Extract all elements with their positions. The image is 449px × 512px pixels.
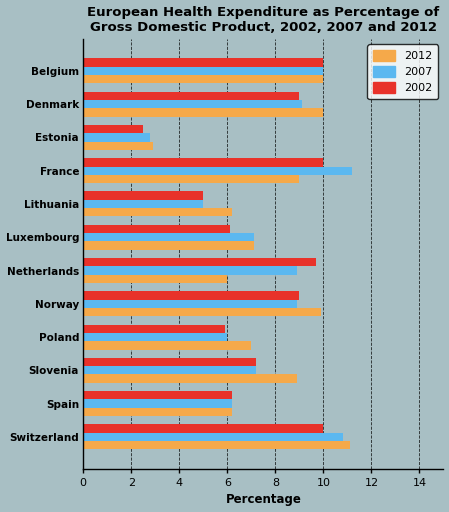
Bar bbox=[83, 325, 225, 333]
Bar bbox=[83, 191, 203, 200]
Bar bbox=[83, 92, 299, 100]
Bar bbox=[83, 208, 232, 217]
Bar bbox=[83, 75, 323, 83]
Bar bbox=[83, 366, 256, 374]
Bar bbox=[83, 441, 350, 450]
Bar bbox=[83, 274, 227, 283]
Bar bbox=[83, 374, 297, 383]
Bar bbox=[83, 100, 302, 109]
Bar bbox=[83, 233, 254, 241]
Bar bbox=[83, 200, 203, 208]
Bar bbox=[83, 258, 316, 266]
Bar bbox=[83, 308, 321, 316]
Bar bbox=[83, 300, 297, 308]
Bar bbox=[83, 158, 323, 166]
Bar bbox=[83, 175, 299, 183]
Bar bbox=[83, 125, 143, 133]
Bar bbox=[83, 391, 232, 399]
Bar bbox=[83, 424, 323, 433]
Bar bbox=[83, 341, 251, 350]
X-axis label: Percentage: Percentage bbox=[225, 494, 301, 506]
Bar bbox=[83, 142, 153, 150]
Bar bbox=[83, 291, 299, 300]
Bar bbox=[83, 333, 227, 341]
Bar bbox=[83, 241, 254, 250]
Bar bbox=[83, 133, 150, 142]
Bar bbox=[83, 58, 323, 67]
Legend: 2012, 2007, 2002: 2012, 2007, 2002 bbox=[367, 45, 438, 99]
Bar bbox=[83, 358, 256, 366]
Bar bbox=[83, 166, 352, 175]
Bar bbox=[83, 399, 232, 408]
Bar bbox=[83, 109, 323, 117]
Bar bbox=[83, 67, 323, 75]
Bar bbox=[83, 408, 232, 416]
Title: European Health Expenditure as Percentage of
Gross Domestic Product, 2002, 2007 : European Health Expenditure as Percentag… bbox=[87, 6, 440, 34]
Bar bbox=[83, 433, 343, 441]
Bar bbox=[83, 266, 297, 274]
Bar bbox=[83, 225, 230, 233]
